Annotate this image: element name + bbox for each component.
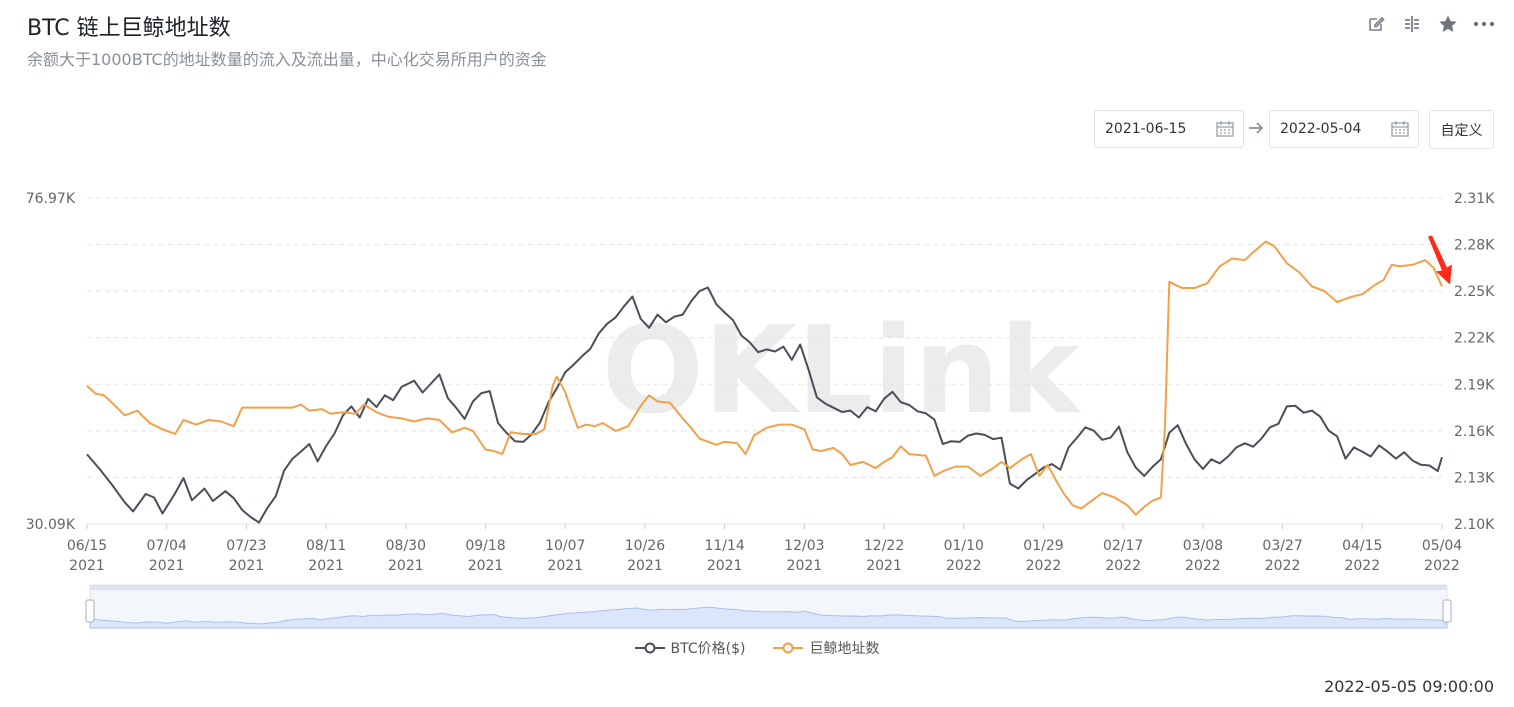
y-right-tick-label: 2.31K <box>1454 191 1495 207</box>
x-tick-label: 07/23 <box>226 538 266 554</box>
x-tick-label: 06/15 <box>67 538 107 554</box>
end-date-value: 2022-05-04 <box>1280 121 1362 137</box>
annotation-arrow <box>1428 235 1452 285</box>
legend-item-whale[interactable]: 巨鲸地址数 <box>773 638 879 658</box>
x-tick-label: 2021 <box>787 558 823 574</box>
x-tick-label: 03/08 <box>1183 538 1223 554</box>
x-tick-label: 2021 <box>468 558 504 574</box>
y-right-tick-label: 2.16K <box>1454 424 1495 440</box>
x-tick-label: 03/27 <box>1262 538 1302 554</box>
x-tick-label: 2022 <box>1344 558 1380 574</box>
x-tick-label: 05/04 <box>1422 538 1462 554</box>
start-date-input[interactable]: 2021-06-15 <box>1094 110 1244 148</box>
y-right-tick-label: 2.13K <box>1454 470 1495 486</box>
x-tick-label: 10/26 <box>625 538 665 554</box>
x-tick-label: 2021 <box>388 558 424 574</box>
x-tick-label: 12/03 <box>784 538 824 554</box>
x-tick-label: 07/04 <box>147 538 187 554</box>
x-tick-label: 2022 <box>946 558 982 574</box>
x-tick-label: 2021 <box>627 558 663 574</box>
y-right-tick-label: 2.19K <box>1454 377 1495 393</box>
watermark: OKLink <box>602 302 1083 441</box>
custom-range-button[interactable]: 自定义 <box>1429 110 1494 149</box>
chart-title: BTC 链上巨鲸地址数 <box>27 16 231 41</box>
x-tick-label: 08/11 <box>306 538 346 554</box>
x-tick-label: 08/30 <box>386 538 426 554</box>
update-timestamp: 2022-05-05 09:00:00 <box>1324 677 1494 696</box>
x-tick-label: 01/29 <box>1023 538 1063 554</box>
compare-icon[interactable] <box>1400 12 1424 36</box>
navigator-area <box>89 606 1448 629</box>
navigator-handle-left[interactable] <box>85 599 95 623</box>
y-right-tick-label: 2.28K <box>1454 238 1495 254</box>
x-tick-label: 12/22 <box>864 538 904 554</box>
x-tick-label: 09/18 <box>465 538 505 554</box>
chart-subtitle: 余额大于1000BTC的地址数量的流入及流出量，中心化交易所用户的资金 <box>27 50 547 69</box>
x-tick-label: 2021 <box>707 558 743 574</box>
series-line-btc-price <box>86 286 1443 524</box>
y-left-tick-label: 76.97K <box>26 191 76 207</box>
x-tick-label: 2022 <box>1265 558 1301 574</box>
x-tick-label: 2022 <box>1026 558 1062 574</box>
end-date-input[interactable]: 2022-05-04 <box>1269 110 1419 148</box>
x-tick-label: 2022 <box>1185 558 1221 574</box>
legend-label-btc: BTC价格($) <box>670 641 746 657</box>
x-tick-label: 2021 <box>229 558 265 574</box>
x-tick-label: 01/10 <box>944 538 984 554</box>
x-tick-label: 11/14 <box>704 538 744 554</box>
more-icon[interactable] <box>1472 12 1496 36</box>
navigator-top-bar <box>90 585 1447 590</box>
start-date-value: 2021-06-15 <box>1105 121 1187 137</box>
legend: BTC价格($) 巨鲸地址数 <box>0 638 1514 658</box>
x-tick-label: 10/07 <box>545 538 585 554</box>
legend-label-whale: 巨鲸地址数 <box>809 641 880 657</box>
x-tick-label: 02/17 <box>1103 538 1143 554</box>
series-line-whale-count <box>86 240 1443 516</box>
x-tick-label: 2021 <box>69 558 105 574</box>
y-right-tick-label: 2.25K <box>1454 284 1495 300</box>
calendar-icon <box>1391 121 1409 141</box>
legend-line-btc-icon <box>634 642 665 654</box>
legend-item-btc-price[interactable]: BTC价格($) <box>634 638 746 658</box>
x-tick-label: 2022 <box>1424 558 1460 574</box>
legend-line-whale-icon <box>773 642 804 654</box>
x-tick-label: 2021 <box>149 558 185 574</box>
x-tick-label: 2022 <box>1105 558 1141 574</box>
x-tick-label: 2021 <box>308 558 344 574</box>
y-left-tick-label: 30.09K <box>26 517 76 533</box>
y-right-tick-label: 2.10K <box>1454 517 1495 533</box>
navigator-handle-right[interactable] <box>1442 599 1452 623</box>
x-tick-label: 04/15 <box>1342 538 1382 554</box>
y-right-tick-label: 2.22K <box>1454 331 1495 347</box>
star-icon[interactable] <box>1436 12 1460 36</box>
calendar-icon <box>1216 121 1234 141</box>
arrow-right-icon <box>1248 118 1264 142</box>
edit-icon[interactable] <box>1364 12 1388 36</box>
chart-toolbar <box>1364 12 1496 36</box>
x-tick-label: 2021 <box>866 558 902 574</box>
x-tick-label: 2021 <box>547 558 583 574</box>
